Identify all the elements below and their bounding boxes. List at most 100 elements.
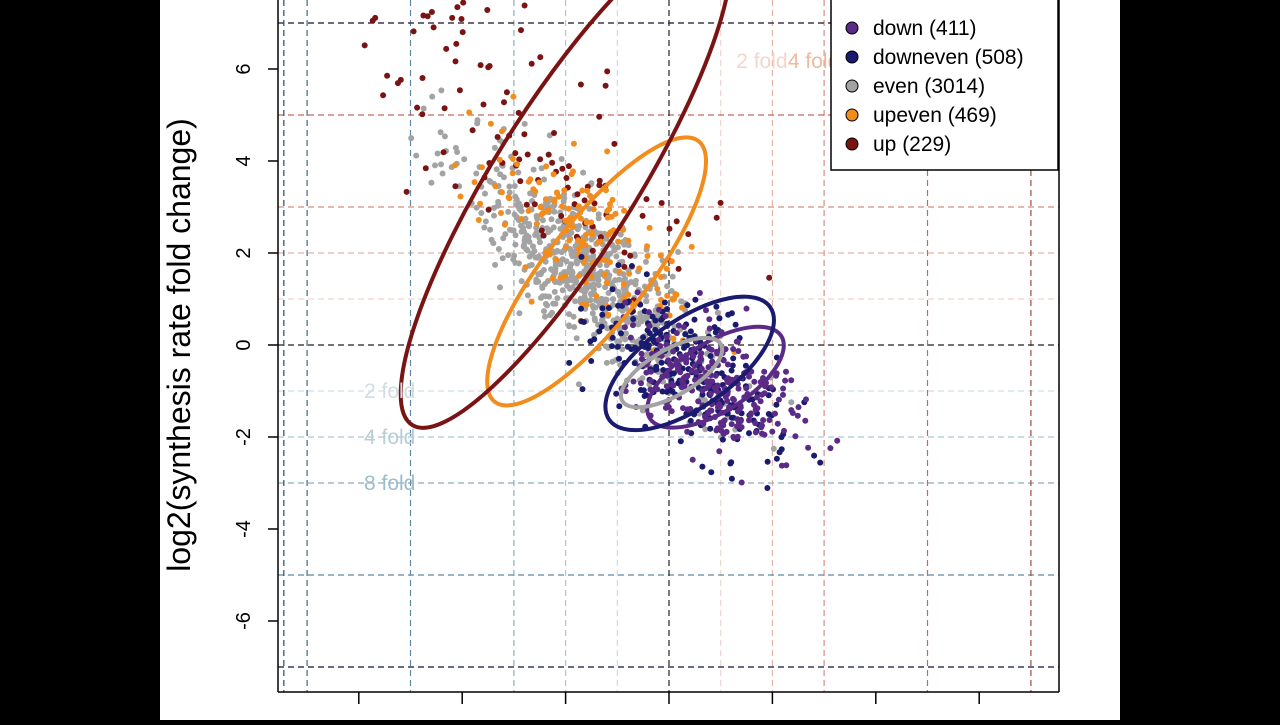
data-point (707, 425, 714, 432)
data-point (774, 420, 781, 427)
data-point (757, 398, 764, 405)
data-point (630, 378, 637, 385)
data-point (716, 425, 723, 432)
data-point (687, 328, 694, 335)
data-point (616, 403, 623, 410)
data-point (663, 333, 670, 340)
data-point (730, 433, 737, 440)
data-point (521, 120, 528, 127)
data-point (598, 295, 605, 302)
data-point (579, 187, 586, 194)
data-point (495, 246, 502, 252)
data-point (665, 357, 672, 364)
data-point (538, 227, 545, 234)
data-point (707, 380, 714, 386)
fold-label-left: 2 fold (364, 380, 415, 403)
data-point (719, 436, 726, 443)
data-point (714, 309, 721, 316)
data-point (478, 164, 485, 171)
data-point (609, 343, 615, 350)
data-point (482, 190, 488, 197)
data-point (397, 76, 404, 83)
data-point (643, 196, 650, 203)
data-point (480, 101, 487, 108)
data-point (580, 238, 586, 245)
data-point (452, 58, 459, 65)
data-point (684, 428, 691, 435)
data-point (539, 217, 546, 224)
data-point (636, 265, 643, 272)
data-point (522, 264, 529, 271)
data-point (778, 462, 785, 469)
data-point (555, 193, 562, 200)
data-point (768, 384, 775, 391)
data-point (593, 293, 600, 300)
data-point (684, 406, 691, 413)
data-point (475, 217, 482, 223)
data-point (485, 206, 492, 213)
data-point (525, 207, 532, 214)
data-point (546, 293, 552, 300)
data-point (543, 163, 550, 170)
data-point (602, 343, 609, 350)
data-point (643, 298, 650, 305)
data-point (428, 9, 435, 15)
data-point (598, 323, 605, 330)
data-point (688, 243, 695, 250)
y-tick-label: 2 (233, 247, 255, 258)
data-point (734, 433, 741, 440)
data-point (645, 345, 651, 352)
data-point (438, 87, 445, 94)
data-point (616, 268, 623, 275)
data-point (616, 276, 623, 283)
data-point (761, 390, 768, 397)
data-point (530, 186, 537, 193)
data-point (570, 168, 576, 175)
data-point (681, 383, 688, 390)
data-point (533, 220, 540, 227)
data-point (696, 358, 703, 365)
data-point (517, 206, 524, 213)
data-point (615, 302, 622, 309)
data-point (664, 283, 671, 290)
data-point (486, 177, 493, 184)
data-point (803, 396, 809, 403)
data-point (647, 368, 654, 375)
data-point (556, 279, 563, 286)
data-point (413, 152, 420, 159)
data-point (514, 161, 521, 168)
data-point (664, 306, 671, 312)
data-point (430, 24, 437, 31)
data-point (510, 227, 517, 234)
data-point (566, 311, 572, 318)
data-point (619, 346, 626, 353)
data-point (805, 444, 812, 451)
data-point (695, 398, 702, 405)
data-point (621, 324, 628, 331)
data-point (673, 218, 680, 225)
data-point (526, 221, 533, 227)
data-point (615, 238, 622, 245)
data-point (516, 156, 523, 163)
data-point (716, 401, 723, 408)
data-point (596, 177, 603, 184)
data-point (520, 228, 527, 235)
data-point (580, 169, 587, 176)
data-point (523, 201, 530, 208)
data-point (792, 433, 799, 440)
data-point (449, 14, 456, 21)
data-point (441, 105, 448, 112)
data-point (487, 120, 494, 127)
data-point (503, 89, 510, 96)
data-point (583, 301, 590, 308)
data-point (677, 438, 684, 445)
data-point (630, 322, 636, 329)
data-point (537, 156, 544, 163)
data-point (582, 247, 589, 254)
data-point (609, 196, 616, 203)
data-point (646, 224, 653, 231)
data-point (419, 111, 426, 118)
data-point (473, 204, 480, 211)
data-point (491, 144, 498, 151)
data-point (550, 203, 556, 210)
